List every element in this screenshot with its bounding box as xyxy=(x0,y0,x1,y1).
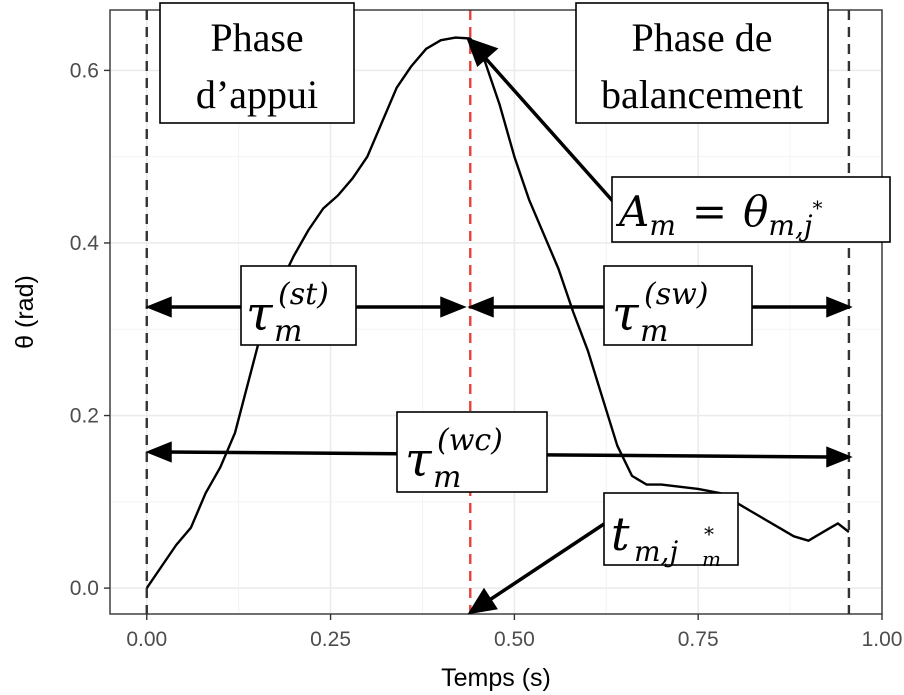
time-symbol: t xyxy=(611,507,630,561)
amplitude-subscript: m xyxy=(649,209,676,242)
amplitude-arrowhead xyxy=(466,37,499,67)
tau-sw-label: τ (sw) m xyxy=(603,265,753,349)
x-axis: 0.00 0.25 0.50 0.75 1.00 xyxy=(126,614,902,651)
phase-swing-line-1: Phase de xyxy=(631,15,772,60)
x-tick-label: 0.75 xyxy=(678,628,719,651)
tau-st-arrowhead-right xyxy=(440,296,467,318)
y-tick-label: 0.0 xyxy=(70,577,99,600)
tau-sw-symbol: τ xyxy=(612,286,640,342)
tau-wc-symbol: τ xyxy=(405,432,433,488)
y-axis-title: θ (rad) xyxy=(11,275,39,349)
x-axis-title: Temps (s) xyxy=(441,664,551,692)
amplitude-arrow-line xyxy=(478,50,620,209)
amplitude-label: Am = θm,j* xyxy=(611,176,891,243)
amplitude-symbol: A xyxy=(615,187,649,236)
phase-stance-label: Phase d’appui xyxy=(159,2,355,124)
tau-wc-subscript: m xyxy=(433,460,461,495)
time-subscript: m,j xyxy=(634,535,678,568)
tau-st-subscript: m xyxy=(274,314,302,349)
theta-subscript: m,j xyxy=(768,209,812,242)
tau-sw-superscript: (sw) xyxy=(644,277,708,312)
tau-sw-arrowhead-left xyxy=(467,296,494,318)
phase-swing-label: Phase de balancement xyxy=(575,2,829,124)
tau-st-arrowhead-left xyxy=(145,296,172,318)
tau-wc-label: τ (wc) m xyxy=(396,411,548,495)
x-tick-label: 0.00 xyxy=(126,628,167,651)
y-tick-label: 0.2 xyxy=(70,405,99,428)
phase-stance-line-1: Phase xyxy=(210,15,303,60)
y-axis: 0.0 0.2 0.4 0.6 xyxy=(70,59,110,600)
tau-st-symbol: τ xyxy=(246,286,274,342)
svg-text:Am=θm,j*: Am = θm,j* xyxy=(615,187,823,242)
time-arrowhead xyxy=(467,587,498,615)
x-tick-label: 0.50 xyxy=(494,628,535,651)
x-tick-label: 1.00 xyxy=(862,628,903,651)
phase-swing-line-2: balancement xyxy=(601,72,803,117)
amplitude-equals: = xyxy=(692,187,727,236)
tau-wc-arrowhead-left xyxy=(145,441,172,463)
time-sub-superscript: * xyxy=(704,522,714,546)
time-index-label: t m,j * m xyxy=(603,492,739,571)
y-tick-label: 0.4 xyxy=(70,232,100,255)
tau-sw-subscript: m xyxy=(640,314,668,349)
tau-wc-arrowhead-right xyxy=(826,446,853,468)
phase-stance-line-2: d’appui xyxy=(196,72,318,117)
plot-border xyxy=(109,9,883,615)
tau-st-superscript: (st) xyxy=(278,277,329,312)
x-tick-label: 0.25 xyxy=(310,628,351,651)
y-tick-label: 0.6 xyxy=(70,59,99,82)
theta-superscript: * xyxy=(813,196,823,220)
time-sub-subscript: m xyxy=(702,547,721,571)
tau-wc-superscript: (wc) xyxy=(437,423,503,458)
theta-symbol: θ xyxy=(743,187,768,236)
tau-st-label: τ (st) m xyxy=(240,265,357,349)
tau-sw-arrowhead-right xyxy=(826,296,853,318)
time-arrow-line xyxy=(484,522,605,605)
